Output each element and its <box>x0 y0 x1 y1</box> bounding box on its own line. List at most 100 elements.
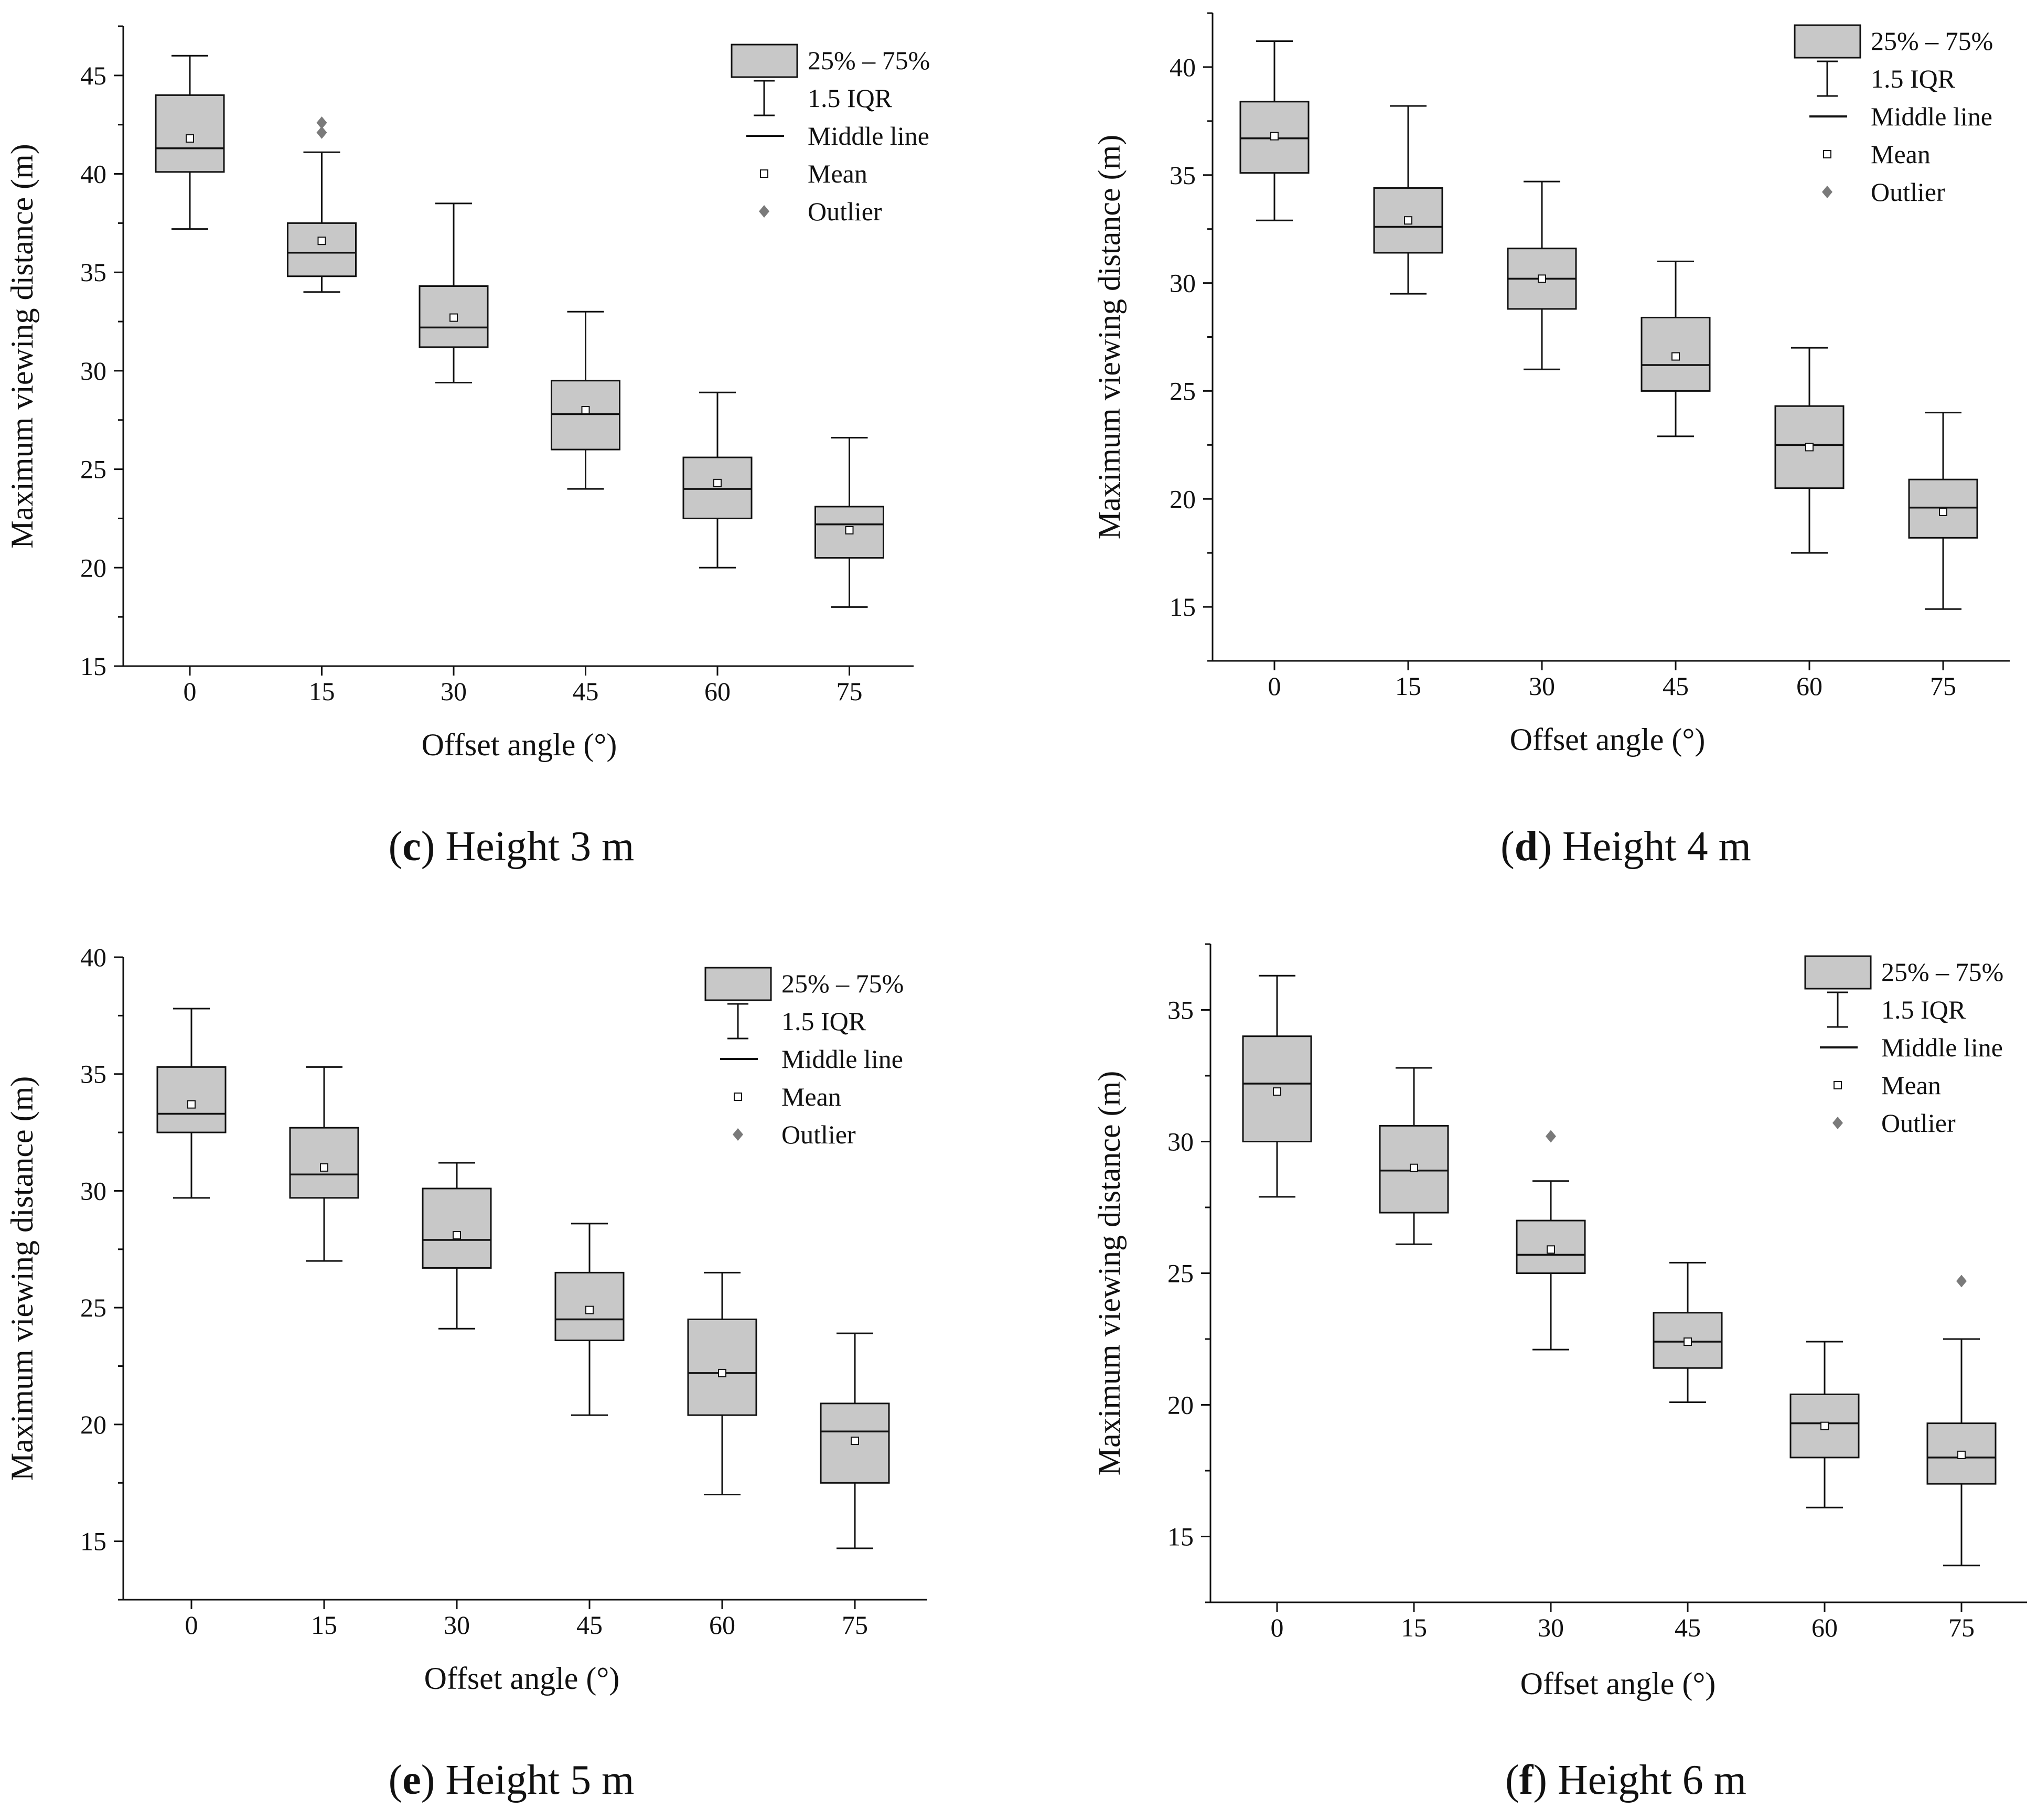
legend-box-swatch <box>1804 955 1872 990</box>
box-45 <box>1653 1261 1723 1403</box>
y-axis-title: Maximum viewing distance (m) <box>5 144 39 549</box>
box-30 <box>1507 180 1577 370</box>
legend-mean-swatch <box>1834 1081 1842 1089</box>
y-tick-label: 30 <box>80 356 106 386</box>
panel-d: 15 20 25 30 35 40 0 15 30 45 60 75 Offset angle (°) M… <box>1092 12 2010 870</box>
legend-outlier-label: Outlier <box>1881 1108 1956 1138</box>
mean-marker <box>1957 1450 1966 1459</box>
iqr-box <box>422 1187 492 1269</box>
legend-box-label: 25% – 75% <box>808 46 930 75</box>
y-tick-label: 25 <box>80 455 106 484</box>
legend-whisker-label: 1.5 IQR <box>781 1007 866 1036</box>
box-15 <box>289 1066 359 1262</box>
caption-letter: f <box>1519 1757 1534 1803</box>
mean-marker <box>1671 352 1680 361</box>
mean-marker <box>1805 443 1814 452</box>
y-axis-title: Maximum viewing distance (m) <box>5 1076 39 1481</box>
x-tick-label: 15 <box>1395 671 1421 701</box>
mean-marker <box>718 1368 726 1377</box>
y-tick-label: 30 <box>80 1176 106 1205</box>
box-30 <box>1516 1130 1586 1351</box>
box-75 <box>1926 1275 1997 1567</box>
caption-text: ) Height 3 m <box>421 823 635 870</box>
y-tick-label: 15 <box>80 1527 106 1556</box>
y-axis-title: Maximum viewing distance (m) <box>1092 135 1127 540</box>
mean-marker <box>851 1437 859 1446</box>
caption-letter: e <box>402 1757 421 1803</box>
legend-median-label: Middle line <box>808 121 929 151</box>
iqr-box <box>156 1066 227 1133</box>
y-tick-label: 35 <box>80 1059 106 1089</box>
box-60 <box>1789 1341 1860 1508</box>
mean-marker <box>187 1100 196 1109</box>
x-tick-label: 30 <box>441 677 467 706</box>
x-tick-label: 0 <box>1268 671 1281 701</box>
panel-caption: (f) Height 6 m <box>1505 1757 1746 1803</box>
legend-median-label: Middle line <box>1881 1033 2003 1062</box>
iqr-box <box>682 456 753 519</box>
legend-box-swatch <box>731 44 798 78</box>
x-tick-label: 0 <box>184 677 197 706</box>
box-15 <box>287 116 357 293</box>
mean-marker <box>581 406 590 414</box>
y-tick-label: 40 <box>1170 52 1196 82</box>
mean-marker <box>845 526 854 534</box>
x-tick-label: 75 <box>1948 1613 1975 1642</box>
caption-letter: c <box>402 823 421 870</box>
caption-text: ) Height 4 m <box>1538 823 1751 870</box>
outlier-point <box>1956 1275 1967 1288</box>
y-tick-label: 35 <box>1167 995 1194 1025</box>
x-tick-label: 0 <box>185 1610 198 1640</box>
mean-marker <box>317 237 326 245</box>
x-axis-title: Offset angle (°) <box>1510 722 1706 757</box>
x-tick-label: 15 <box>309 677 335 706</box>
legend-whisker-label: 1.5 IQR <box>1871 64 1956 93</box>
legend-outlier-swatch <box>733 1128 743 1141</box>
box-0 <box>155 55 225 230</box>
legend: 25% – 75% 1.5 IQR Middle line Mean Outlier <box>1804 955 2003 1138</box>
box-45 <box>1641 260 1711 437</box>
iqr-box <box>1908 478 1978 539</box>
y-tick-label: 45 <box>80 61 106 90</box>
mean-marker <box>1404 216 1412 225</box>
caption-open-paren: ( <box>1500 823 1515 870</box>
legend: 25% – 75% 1.5 IQR Middle line Mean Outlier <box>1794 24 1993 207</box>
y-tick-label: 25 <box>80 1293 106 1322</box>
box-30 <box>422 1162 492 1330</box>
y-tick-label: 20 <box>1167 1390 1194 1420</box>
iqr-box <box>287 222 357 277</box>
box-15 <box>1379 1067 1449 1245</box>
mean-marker <box>1684 1337 1692 1346</box>
y-tick-label: 40 <box>80 159 106 189</box>
caption-letter: d <box>1515 823 1538 870</box>
box-75 <box>1908 412 1978 610</box>
box-30 <box>419 202 489 383</box>
y-tick-label: 15 <box>1170 592 1196 622</box>
y-tick-label: 20 <box>1170 484 1196 513</box>
legend: 25% – 75% 1.5 IQR Middle line Mean Outlier <box>731 44 930 226</box>
y-tick-label: 15 <box>80 651 106 681</box>
iqr-box <box>155 94 225 173</box>
x-tick-label: 75 <box>837 677 863 706</box>
x-tick-label: 0 <box>1271 1613 1284 1642</box>
x-tick-label: 15 <box>1401 1613 1427 1642</box>
panel-e: 15 20 25 30 35 40 0 15 30 45 60 75 Offset angle (°) M… <box>5 943 927 1803</box>
legend-outlier-label: Outlier <box>781 1120 856 1149</box>
legend-mean-label: Mean <box>1871 140 1931 169</box>
x-axis-title: Offset angle (°) <box>1520 1666 1716 1701</box>
box-75 <box>814 437 884 608</box>
caption-text: ) Height 5 m <box>421 1757 635 1803</box>
panel-caption: (e) Height 5 m <box>389 1757 635 1803</box>
mean-marker <box>1273 1087 1281 1096</box>
legend-box-label: 25% – 75% <box>781 969 904 998</box>
mean-marker <box>1410 1163 1418 1172</box>
legend-mean-label: Mean <box>808 159 867 188</box>
iqr-box <box>551 380 620 451</box>
legend-box-label: 25% – 75% <box>1871 26 1993 56</box>
caption-open-paren: ( <box>389 1757 403 1803</box>
panel-c: 15 20 25 30 35 40 45 0 15 30 45 60 75 Offset angle (°… <box>5 25 930 870</box>
y-axis-title: Maximum viewing distance (m) <box>1092 1071 1127 1476</box>
mean-marker <box>320 1163 328 1172</box>
x-tick-label: 60 <box>709 1610 735 1640</box>
